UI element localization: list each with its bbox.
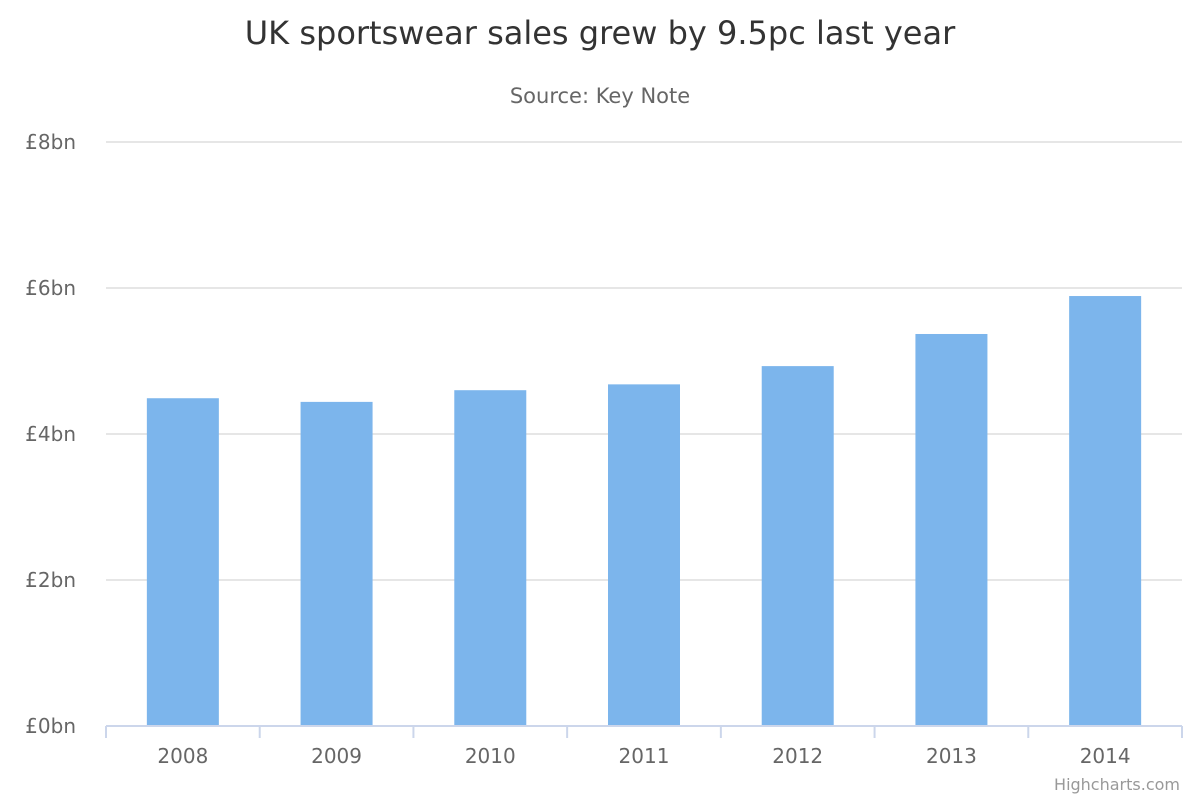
chart-subtitle: Source: Key Note bbox=[509, 84, 691, 108]
x-tick-label: 2011 bbox=[619, 744, 670, 768]
bar bbox=[915, 333, 988, 726]
x-tick-label: 2009 bbox=[311, 744, 362, 768]
bar bbox=[454, 390, 527, 726]
x-tick-label: 2014 bbox=[1080, 744, 1131, 768]
y-tick-label: £6bn bbox=[25, 276, 76, 300]
x-tick-label: 2012 bbox=[772, 744, 823, 768]
y-tick-label: £4bn bbox=[25, 422, 76, 446]
credits-link[interactable]: Highcharts.com bbox=[1054, 775, 1180, 794]
y-tick-label: £2bn bbox=[25, 568, 76, 592]
bar bbox=[761, 366, 834, 726]
x-tick-label: 2010 bbox=[465, 744, 516, 768]
x-tick-label: 2013 bbox=[926, 744, 977, 768]
bar bbox=[608, 384, 680, 726]
bar bbox=[1069, 296, 1142, 726]
x-tick-label: 2008 bbox=[157, 744, 208, 768]
bar bbox=[300, 401, 373, 726]
chart-title: UK sportswear sales grew by 9.5pc last y… bbox=[244, 14, 956, 52]
bar bbox=[146, 398, 219, 726]
y-tick-label: £8bn bbox=[25, 130, 76, 154]
y-tick-label: £0bn bbox=[25, 714, 76, 738]
